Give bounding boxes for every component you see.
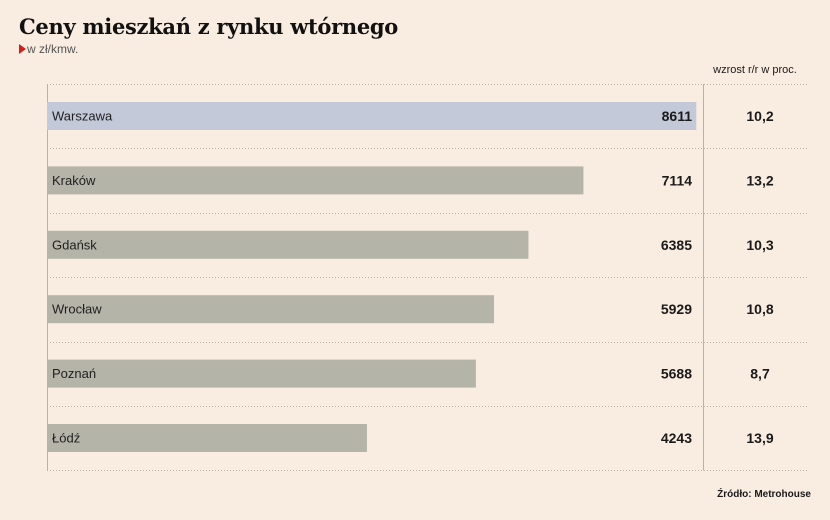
category-label: Gdańsk	[52, 237, 97, 252]
growth-value: 10,3	[746, 237, 773, 253]
source-note: Źródło: Metrohouse	[717, 489, 811, 500]
chart-subtitle: w zł/kmw.	[27, 42, 79, 56]
category-label: Warszawa	[52, 109, 113, 124]
bar	[47, 424, 367, 452]
growth-value: 10,2	[746, 108, 773, 124]
bar	[47, 359, 476, 388]
value-label: 5688	[661, 366, 692, 382]
growth-value: 10,8	[746, 301, 773, 317]
value-label: 8611	[662, 108, 693, 124]
bar	[47, 295, 495, 324]
growth-value: 13,2	[746, 172, 773, 188]
value-label: 7114	[662, 172, 693, 188]
value-label: 5929	[661, 301, 692, 317]
growth-value: 13,9	[746, 430, 773, 446]
category-label: Łódź	[52, 431, 80, 446]
value-label: 4243	[661, 430, 692, 446]
red-triangle-icon	[19, 44, 26, 54]
chart-title: Ceny mieszkań z rynku wtórnego	[19, 14, 398, 39]
bar	[47, 230, 529, 259]
bar	[47, 102, 697, 130]
category-label: Kraków	[52, 173, 96, 188]
value-label: 6385	[661, 237, 692, 253]
growth-column-header: wzrost r/r w proc.	[713, 64, 797, 76]
bar	[47, 166, 584, 195]
growth-value: 8,7	[750, 366, 770, 382]
chart-subtitle-row: w zł/kmw.	[19, 42, 78, 56]
category-label: Wrocław	[52, 302, 102, 317]
category-label: Poznań	[52, 366, 96, 381]
